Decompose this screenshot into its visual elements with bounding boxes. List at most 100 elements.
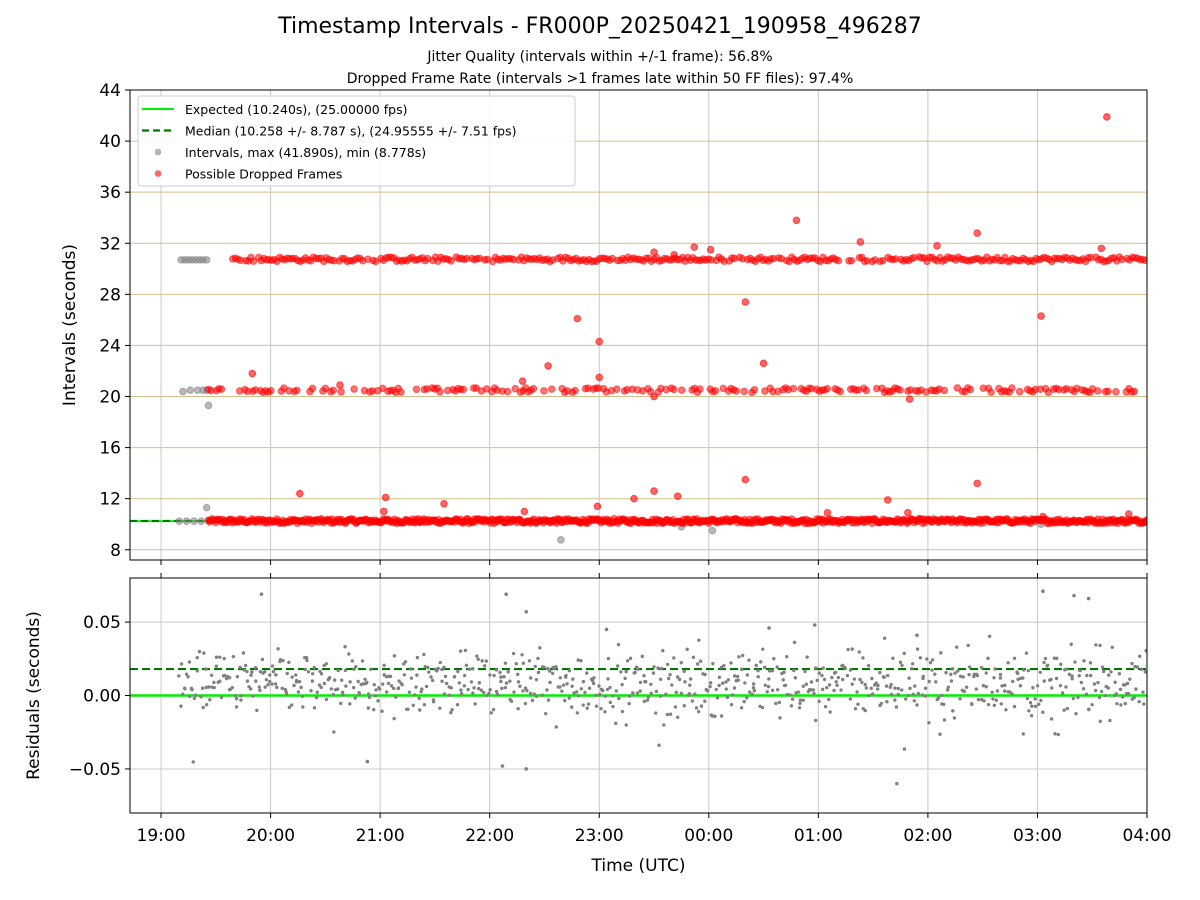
residual-point xyxy=(598,692,602,697)
residual-point xyxy=(586,702,591,706)
residual-point xyxy=(409,676,414,680)
residual-point xyxy=(860,680,864,684)
top-ytick-label: 40 xyxy=(99,132,121,152)
residual-point xyxy=(480,659,484,663)
residual-point xyxy=(687,691,692,696)
residual-point xyxy=(662,723,666,727)
residual-point xyxy=(343,645,347,649)
dropped-frame-point xyxy=(267,386,275,395)
residual-point xyxy=(564,673,568,678)
residual-point xyxy=(503,661,508,665)
residual-point xyxy=(828,710,832,714)
residual-point xyxy=(1138,654,1142,659)
residual-point xyxy=(1033,697,1037,701)
residual-point xyxy=(898,660,903,665)
residual-point xyxy=(1113,680,1117,684)
residual-point xyxy=(287,660,291,665)
residual-point xyxy=(848,668,853,672)
residual-point xyxy=(491,707,496,712)
residual-point xyxy=(995,689,1000,693)
interval-point xyxy=(197,517,206,525)
top-plot-frame xyxy=(129,89,1148,561)
top-ytick-label: 16 xyxy=(99,439,121,459)
residual-point xyxy=(258,670,263,674)
dropped-frame-point xyxy=(933,242,941,250)
residual-point xyxy=(767,677,771,681)
residual-point xyxy=(1118,687,1123,692)
residual-point xyxy=(735,674,740,679)
residual-point xyxy=(717,683,721,688)
legend: Expected (10.240s), (25.00000 fps) Median… xyxy=(137,95,576,187)
residual-point xyxy=(640,654,645,659)
residual-point xyxy=(850,682,854,686)
residual-point xyxy=(950,667,955,671)
residual-point xyxy=(638,689,642,693)
residual-point xyxy=(289,703,294,707)
residual-point xyxy=(231,654,236,659)
residual-point xyxy=(855,690,859,694)
dropped-frame-point xyxy=(836,387,845,396)
residual-point xyxy=(300,694,305,698)
residual-point xyxy=(944,670,948,675)
dropped-frame-point xyxy=(612,385,621,394)
residual-point xyxy=(520,653,524,657)
residual-point xyxy=(627,694,632,698)
residual-point xyxy=(250,670,254,674)
residual-point xyxy=(485,693,489,698)
residual-point xyxy=(703,672,707,677)
residual-point xyxy=(736,678,740,682)
residual-point xyxy=(488,673,492,677)
residual-point xyxy=(986,702,991,707)
dropped-frame-point xyxy=(1104,387,1112,396)
residual-point xyxy=(889,692,894,697)
residual-point xyxy=(902,651,906,656)
residual-point xyxy=(992,676,996,680)
residual-point xyxy=(623,676,627,681)
residual-point xyxy=(1142,702,1146,706)
residual-point xyxy=(992,703,997,708)
residual-point xyxy=(674,690,678,695)
residual-point xyxy=(611,694,615,698)
residual-point xyxy=(235,674,240,679)
residual-point xyxy=(665,662,670,667)
residual-point xyxy=(392,654,397,658)
residual-point xyxy=(576,658,580,662)
residual-point xyxy=(645,698,650,702)
residual-point xyxy=(745,696,749,700)
residual-point xyxy=(649,682,653,686)
residual-point xyxy=(656,666,660,670)
residual-point xyxy=(191,760,195,764)
residual-point xyxy=(459,688,463,692)
residual-point xyxy=(823,704,828,709)
residual-point xyxy=(554,665,558,669)
residual-point xyxy=(222,656,226,661)
residual-point xyxy=(911,692,915,696)
residual-point xyxy=(708,684,712,689)
residual-point xyxy=(949,672,953,677)
dropped-frame-point xyxy=(1103,113,1111,121)
dropped-frame-point xyxy=(544,362,552,370)
residual-point xyxy=(394,695,398,699)
residual-point xyxy=(783,683,788,687)
dropped-frame-point xyxy=(249,257,258,265)
residual-point xyxy=(253,665,258,670)
residual-point xyxy=(1090,702,1094,707)
residual-point xyxy=(234,696,239,701)
interval-point xyxy=(186,386,195,394)
residual-point xyxy=(874,681,878,685)
residual-point xyxy=(811,688,816,692)
residual-point xyxy=(1065,706,1070,711)
residual-point xyxy=(809,680,814,684)
residual-point xyxy=(212,685,216,690)
residual-point xyxy=(315,690,320,694)
residual-point xyxy=(251,694,255,698)
residual-point xyxy=(606,677,610,681)
residual-point xyxy=(1038,670,1042,674)
residual-point xyxy=(274,673,278,677)
residual-point xyxy=(962,689,967,694)
residual-point xyxy=(928,660,933,665)
residual-point xyxy=(815,678,819,683)
residual-point xyxy=(545,688,549,692)
legend-label: Possible Dropped Frames xyxy=(185,167,342,182)
residual-point xyxy=(827,683,832,687)
